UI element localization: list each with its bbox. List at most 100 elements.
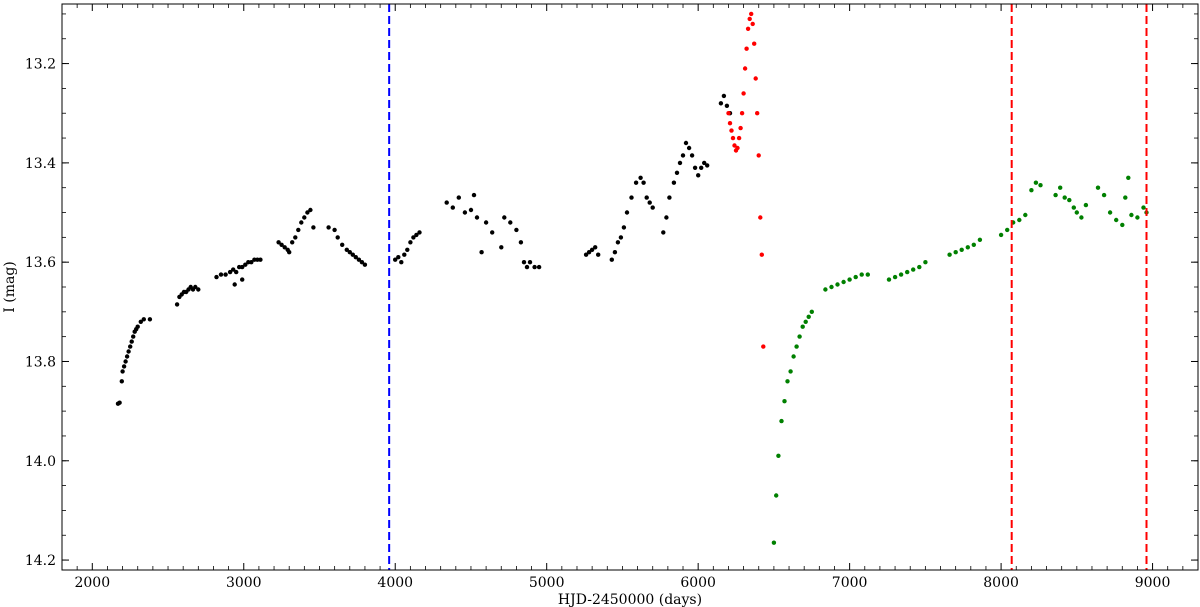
- x-tick-label: 6000: [680, 575, 716, 591]
- data-point: [735, 145, 740, 151]
- data-point: [732, 143, 737, 148]
- data-point: [953, 250, 958, 255]
- data-point: [129, 339, 134, 344]
- data-point: [1029, 188, 1034, 193]
- data-point: [730, 135, 736, 141]
- data-point: [414, 232, 419, 238]
- data-point: [898, 272, 904, 277]
- data-point: [128, 344, 133, 349]
- data-point: [131, 334, 136, 339]
- data-point: [621, 225, 627, 230]
- data-point: [311, 225, 316, 230]
- data-point: [785, 379, 790, 384]
- data-point: [124, 354, 130, 359]
- y-tick-label: 13.8: [25, 354, 56, 370]
- data-point: [536, 264, 542, 270]
- data-point: [696, 173, 701, 178]
- data-point: [596, 252, 601, 257]
- data-point: [755, 111, 760, 116]
- data-point: [214, 274, 219, 280]
- data-point: [532, 264, 537, 270]
- x-tick-label: 9000: [1135, 575, 1171, 591]
- data-point: [644, 195, 649, 200]
- data-point: [686, 145, 692, 151]
- data-point: [744, 46, 749, 51]
- data-point: [761, 344, 766, 349]
- data-point: [462, 210, 468, 215]
- data-point: [749, 11, 754, 17]
- data-point: [692, 165, 698, 170]
- data-point: [747, 16, 752, 22]
- data-point: [911, 267, 916, 272]
- data-point: [638, 175, 643, 180]
- data-point: [756, 153, 761, 158]
- data-point: [1095, 185, 1101, 190]
- data-point: [741, 91, 746, 96]
- x-tick-label: 3000: [226, 575, 262, 591]
- x-axis-label: HJD-2450000 (days): [558, 592, 702, 607]
- data-point: [249, 260, 254, 265]
- data-point: [276, 240, 281, 245]
- data-point: [411, 235, 416, 240]
- data-point: [1135, 215, 1140, 220]
- series-2: [771, 175, 1149, 545]
- data-point: [282, 245, 287, 250]
- axis-ticks-layer: 2000 3000 4000 5000 6000 7000 8000 9000 13.2 13.4…: [25, 4, 1199, 591]
- data-point: [444, 200, 449, 205]
- data-point: [753, 76, 758, 81]
- y-tick-label: 14.2: [25, 553, 56, 569]
- data-point: [794, 344, 799, 349]
- data-point: [1141, 205, 1146, 210]
- data-point: [399, 260, 404, 265]
- data-point: [120, 369, 125, 374]
- data-point: [853, 274, 858, 280]
- data-point: [474, 215, 480, 220]
- data-point: [758, 215, 763, 220]
- data-point: [508, 220, 513, 225]
- data-point: [809, 309, 814, 314]
- data-point: [450, 205, 455, 210]
- data-point: [624, 210, 630, 215]
- data-point: [721, 93, 727, 99]
- data-point: [117, 400, 122, 405]
- data-point: [586, 250, 592, 255]
- data-point: [408, 240, 413, 245]
- data-point: [332, 227, 337, 233]
- data-point: [612, 250, 618, 255]
- data-point: [633, 180, 639, 185]
- data-point: [727, 121, 733, 126]
- data-point: [776, 453, 781, 458]
- data-point: [726, 111, 731, 116]
- data-point: [1123, 195, 1128, 200]
- data-point: [405, 247, 410, 252]
- x-tick-label: 7000: [832, 575, 868, 591]
- data-point: [788, 369, 793, 374]
- data-point: [193, 284, 198, 290]
- data-point: [218, 272, 224, 277]
- data-point: [1023, 212, 1028, 218]
- data-point: [135, 324, 140, 329]
- data-point: [971, 242, 976, 247]
- data-point: [738, 125, 743, 131]
- data-point: [618, 235, 624, 240]
- data-point: [1071, 205, 1077, 210]
- x-tick-label: 5000: [529, 575, 565, 591]
- data-point: [340, 242, 345, 247]
- data-point: [456, 195, 461, 200]
- data-point: [174, 302, 180, 307]
- data-point: [800, 324, 805, 329]
- y-axis-label: I (mag): [2, 261, 18, 313]
- data-point: [305, 210, 310, 215]
- data-point: [923, 260, 928, 265]
- data-point: [892, 274, 898, 280]
- data-point: [664, 215, 669, 220]
- data-point: [671, 180, 677, 185]
- data-point: [232, 282, 237, 287]
- data-point: [326, 225, 331, 230]
- data-point: [243, 262, 248, 267]
- data-point: [1067, 197, 1072, 203]
- data-point: [119, 379, 125, 384]
- data-point: [521, 260, 527, 265]
- data-point: [1062, 195, 1067, 200]
- data-point: [227, 269, 233, 275]
